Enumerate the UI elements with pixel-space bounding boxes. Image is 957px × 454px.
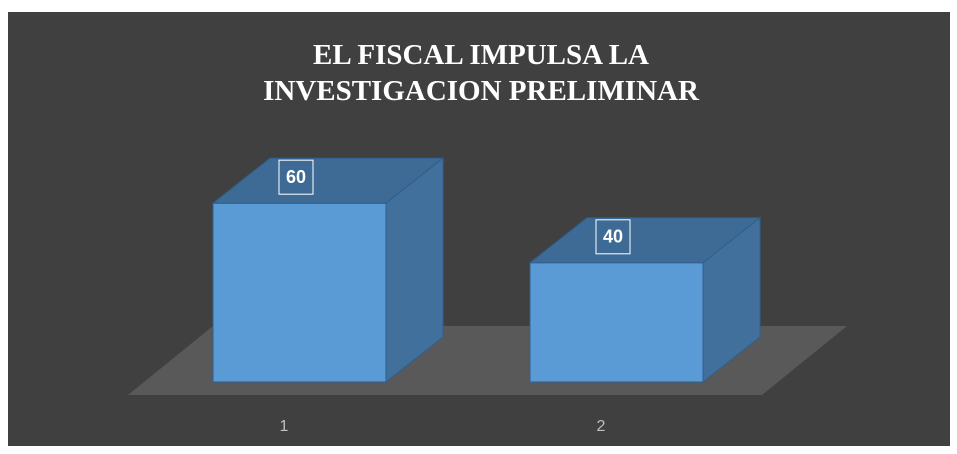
bar [528, 216, 762, 384]
x-tick-label: 1 [280, 418, 289, 435]
bar-front [212, 202, 387, 383]
x-tick-label: 2 [597, 418, 606, 435]
bar-side [385, 157, 444, 384]
bar-side [702, 216, 761, 384]
data-label-box [278, 159, 314, 195]
data-label: 40 [603, 227, 623, 247]
bar [211, 157, 445, 384]
chart-title: EL FISCAL IMPULSA LA INVESTIGACION PRELIM… [263, 39, 700, 107]
data-label-box [595, 219, 631, 255]
data-label: 60 [286, 167, 306, 187]
bar-front [529, 262, 704, 383]
